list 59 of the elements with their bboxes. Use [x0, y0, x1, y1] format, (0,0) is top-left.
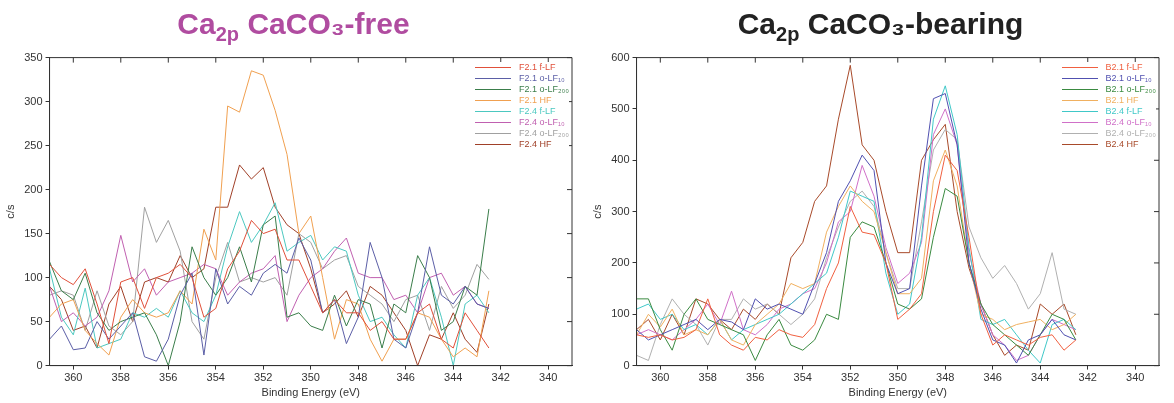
y-tick-label: 200 [24, 182, 43, 195]
x-tick-label: 344 [1031, 371, 1050, 384]
legend-label: F2.4 HF [519, 139, 552, 150]
y-tick-label: 0 [623, 358, 630, 371]
x-tick-label: 346 [983, 371, 1002, 384]
legend-label: F2.4 o-LF₁₀ [519, 117, 565, 128]
x-tick-label: 354 [793, 371, 812, 384]
y-tick-label: 350 [24, 50, 43, 63]
y-tick-label: 0 [36, 358, 43, 371]
legend-label: B2.1 o-LF₂₀₀ [1105, 84, 1156, 95]
y-tick-label: 300 [611, 204, 630, 217]
x-axis-title: Binding Energy (eV) [261, 386, 360, 399]
legend-label: B2.4 o-LF₂₀₀ [1105, 128, 1156, 139]
legend-label: F2.1 o-LF₂₀₀ [519, 84, 569, 95]
x-tick-label: 360 [651, 371, 670, 384]
y-tick-label: 300 [24, 94, 43, 107]
y-tick-label: 150 [24, 226, 43, 239]
legend-label: B2.4 o-LF₁₀ [1105, 117, 1152, 128]
x-tick-label: 348 [936, 371, 955, 384]
x-tick-label: 356 [746, 371, 765, 384]
x-tick-label: 354 [206, 371, 225, 384]
x-tick-label: 350 [301, 371, 320, 384]
x-tick-label: 358 [111, 371, 130, 384]
x-tick-label: 342 [1078, 371, 1097, 384]
x-tick-label: 352 [841, 371, 860, 384]
chart-title: Ca$_{2p}$ CaCO₃-free [176, 6, 411, 47]
x-tick-label: 358 [698, 371, 717, 384]
legend-label: B2.1 o-LF₁₀ [1105, 73, 1152, 84]
legend-label: F2.1 o-LF₁₀ [519, 73, 565, 84]
y-tick-label: 500 [611, 101, 630, 114]
y-tick-label: 100 [24, 270, 43, 283]
x-tick-label: 350 [888, 371, 907, 384]
y-tick-label: 250 [24, 138, 43, 151]
x-tick-label: 360 [64, 371, 83, 384]
x-axis-title: Binding Energy (eV) [848, 386, 947, 399]
legend-label: F2.4 o-LF₂₀₀ [519, 128, 569, 139]
x-tick-label: 344 [444, 371, 463, 384]
legend-label: B2.4 HF [1105, 139, 1139, 150]
y-tick-label: 100 [611, 307, 630, 320]
x-tick-label: 348 [349, 371, 368, 384]
legend-label: B2.1 f-LF [1105, 62, 1143, 73]
legend-label: B2.1 HF [1105, 95, 1139, 106]
x-tick-label: 352 [254, 371, 273, 384]
y-tick-label: 600 [611, 50, 630, 63]
chart-title: Ca$_{2p}$ CaCO₃-bearing [736, 6, 1025, 47]
x-tick-label: 340 [1126, 371, 1145, 384]
y-axis-title: c/s [590, 204, 603, 219]
legend-label: F2.4 f-LF [519, 106, 556, 117]
x-tick-label: 342 [491, 371, 510, 384]
y-axis-title: c/s [3, 204, 16, 219]
y-tick-label: 50 [30, 314, 43, 327]
x-tick-label: 346 [396, 371, 415, 384]
legend-label: F2.1 f-LF [519, 62, 556, 73]
y-tick-label: 200 [611, 255, 630, 268]
x-tick-label: 356 [159, 371, 178, 384]
legend-label: F2.1 HF [519, 95, 552, 106]
legend-label: B2.4 f-LF [1105, 106, 1143, 117]
y-tick-label: 400 [611, 153, 630, 166]
x-tick-label: 340 [539, 371, 558, 384]
